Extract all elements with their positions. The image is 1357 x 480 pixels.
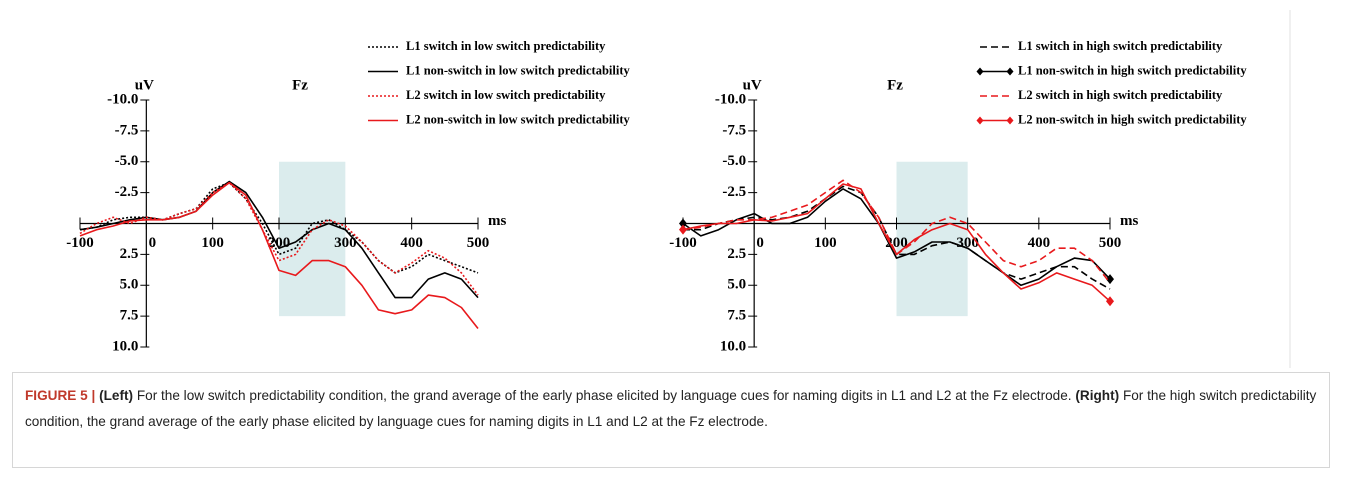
x-tick-label: 0 xyxy=(149,235,157,251)
x-tick-label: 400 xyxy=(1028,235,1051,251)
y-tick-label: -7.5 xyxy=(722,122,746,138)
x-tick-label: -100 xyxy=(66,235,94,251)
series-line xyxy=(683,185,1111,290)
y-axis-label: uV xyxy=(743,77,762,93)
legend-label: L2 non-switch in high switch predictabil… xyxy=(1018,112,1247,126)
y-tick-label: 2.5 xyxy=(727,246,746,262)
y-tick-label: 10.0 xyxy=(720,338,746,354)
y-tick-label: 10.0 xyxy=(112,338,138,354)
caption: FIGURE 5 | (Left) For the low switch pre… xyxy=(12,372,1330,468)
series-line xyxy=(79,181,479,296)
x-tick-label: 100 xyxy=(814,235,837,251)
left-label: (Left) xyxy=(99,388,134,403)
legend-label: L1 non-switch in low switch predictabili… xyxy=(406,63,630,77)
legend-label: L1 non-switch in high switch predictabil… xyxy=(1018,63,1247,77)
legend-label: L2 non-switch in low switch predictabili… xyxy=(406,112,630,126)
x-tick-label: 500 xyxy=(467,235,490,251)
legend-marker xyxy=(976,67,984,76)
y-tick-label: -2.5 xyxy=(722,184,746,200)
y-tick-label: 5.0 xyxy=(120,277,139,293)
legend-marker xyxy=(1006,67,1014,76)
legend-label: L1 switch in high switch predictability xyxy=(1018,39,1223,53)
y-tick-label: -2.5 xyxy=(115,184,139,200)
legend-label: L2 switch in high switch predictability xyxy=(1018,88,1223,102)
legend-label: L2 switch in low switch predictability xyxy=(406,88,606,102)
x-tick-label: 300 xyxy=(334,235,357,251)
y-axis-label: uV xyxy=(135,77,154,93)
legend-label: L1 switch in low switch predictability xyxy=(406,39,606,53)
series-line xyxy=(682,183,1111,302)
diamond-marker xyxy=(1106,296,1114,307)
y-tick-label: -10.0 xyxy=(715,91,746,107)
figure: -10.0-7.5-5.0-2.52.55.07.510.0-100 0 100 20… xyxy=(66,10,1291,368)
legend-marker xyxy=(1006,116,1014,125)
series-line xyxy=(682,188,1111,287)
series-line xyxy=(79,181,479,329)
y-tick-label: -7.5 xyxy=(115,122,139,138)
legend-marker xyxy=(976,116,984,125)
y-tick-label: -10.0 xyxy=(107,91,138,107)
y-tick-label: 5.0 xyxy=(727,277,746,293)
x-tick-label: 100 xyxy=(201,235,224,251)
x-tick-label: -100 xyxy=(669,235,697,251)
y-tick-label: 7.5 xyxy=(120,308,139,324)
highlight-region xyxy=(896,161,968,317)
right-label: (Right) xyxy=(1075,388,1120,403)
y-tick-label: -5.0 xyxy=(115,153,139,169)
x-tick-label: 0 xyxy=(756,235,764,251)
diamond-marker xyxy=(1106,274,1114,285)
diamond-marker xyxy=(679,218,687,229)
highlight-region xyxy=(279,161,346,317)
x-tick-label: 400 xyxy=(400,235,423,251)
x-axis-label: ms xyxy=(488,213,506,229)
x-axis-label: ms xyxy=(1120,213,1138,229)
y-tick-label: 2.5 xyxy=(120,246,139,262)
y-tick-label: -5.0 xyxy=(722,153,746,169)
right-text: For the high switch predictability condi… xyxy=(25,388,1317,429)
chart-title: Fz xyxy=(292,77,308,93)
chart-title: Fz xyxy=(887,77,903,93)
diamond-marker xyxy=(679,224,687,235)
figure-label: FIGURE 5 | xyxy=(25,388,96,403)
y-tick-label: 7.5 xyxy=(727,308,746,324)
x-tick-label: 500 xyxy=(1099,235,1122,251)
left-text: For the low switch predictability condit… xyxy=(136,388,1072,403)
